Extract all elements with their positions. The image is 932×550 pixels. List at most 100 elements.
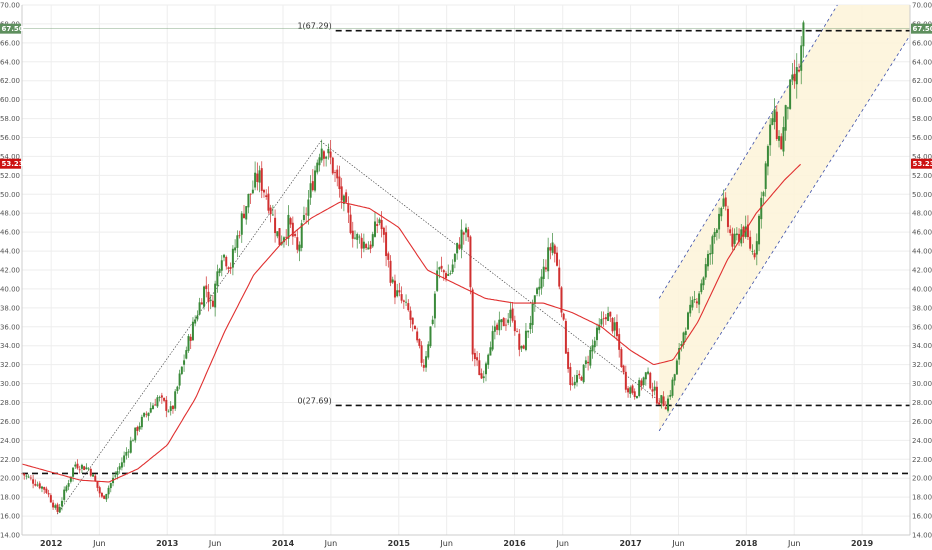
candle-body xyxy=(78,469,81,471)
candle-body xyxy=(578,373,581,376)
candle-body xyxy=(473,352,476,359)
y-tick-label-left: 44.00 xyxy=(0,248,20,256)
x-tick-label: 2013 xyxy=(156,539,178,548)
price-badges: 67.50 67.50 53.23 53.23 xyxy=(0,23,932,169)
candle-body xyxy=(704,264,707,278)
candle-body xyxy=(302,215,305,221)
candle-body xyxy=(724,197,727,207)
price-badge-label: 53.23 xyxy=(913,160,932,168)
candle-body xyxy=(700,283,703,293)
candle-body xyxy=(731,233,734,247)
candle-body xyxy=(451,264,454,273)
candle-body xyxy=(327,148,330,154)
candle-body xyxy=(320,148,323,161)
y-tick-label-right: 56.00 xyxy=(912,134,932,142)
candle-body xyxy=(171,405,174,410)
candle-body xyxy=(609,311,612,317)
candle-body xyxy=(604,317,607,320)
candle-body xyxy=(267,193,270,211)
candle-body xyxy=(755,241,758,255)
candle-body xyxy=(369,244,372,249)
candle-body xyxy=(746,224,749,238)
candle-body xyxy=(418,339,421,346)
candle-body xyxy=(238,235,241,237)
channel-lower-line xyxy=(658,35,911,432)
y-tick-label-right: 32.00 xyxy=(912,361,932,369)
candle-body xyxy=(240,213,243,235)
candle-body xyxy=(40,486,43,489)
candle-body xyxy=(749,236,752,249)
candle-body xyxy=(507,319,510,323)
candle-body xyxy=(769,124,772,146)
candle-body xyxy=(711,236,714,254)
candle-body xyxy=(467,229,470,238)
candle-body xyxy=(516,331,519,333)
candle-body xyxy=(715,229,718,233)
candle-body xyxy=(780,136,783,150)
candle-body xyxy=(536,288,539,294)
candle-body xyxy=(80,464,83,469)
candle-body xyxy=(671,379,674,396)
candle-body xyxy=(449,273,452,274)
candle-body xyxy=(185,350,188,359)
candle-body xyxy=(191,321,194,341)
moving-average xyxy=(21,163,801,483)
y-tick-label-right: 70.00 xyxy=(912,2,932,10)
candle-body xyxy=(156,397,159,407)
y-tick-label-right: 16.00 xyxy=(912,513,932,521)
x-tick-label: 2014 xyxy=(272,539,295,548)
price-badge xyxy=(911,158,932,169)
y-tick-label-left: 48.00 xyxy=(0,210,20,218)
candle-body xyxy=(376,224,379,226)
y-tick-label-left: 42.00 xyxy=(0,267,20,275)
candle-body xyxy=(254,172,257,188)
candle-body xyxy=(798,69,800,72)
candle-body xyxy=(347,203,350,213)
candle-body xyxy=(766,146,769,167)
candle-body xyxy=(360,237,363,249)
candle-body xyxy=(65,486,68,491)
candle-body xyxy=(56,504,59,512)
candle-body xyxy=(638,380,641,396)
candle-body xyxy=(120,462,123,468)
y-tick-label-right: 58.00 xyxy=(912,115,932,123)
x-tick-label: 2015 xyxy=(388,539,411,548)
y-tick-label-left: 28.00 xyxy=(0,399,20,407)
candle-body xyxy=(800,45,803,71)
candle-body xyxy=(509,309,512,319)
candle-body xyxy=(631,385,634,393)
candle-body xyxy=(573,381,576,386)
candle-body xyxy=(524,330,527,350)
candle-body xyxy=(291,222,294,237)
candle-body xyxy=(76,463,79,469)
candle-body xyxy=(391,279,394,283)
candle-body xyxy=(69,476,72,482)
candle-body xyxy=(349,214,352,233)
candle-body xyxy=(107,487,110,495)
y-tick-label-left: 24.00 xyxy=(0,437,20,445)
candle-body xyxy=(673,374,676,381)
candle-body xyxy=(571,383,574,385)
candle-body xyxy=(642,377,645,386)
x-tick-label: Jun xyxy=(671,539,685,548)
candle-body xyxy=(629,387,632,394)
candle-body xyxy=(43,487,46,490)
y-tick-label-right: 62.00 xyxy=(912,77,932,85)
candle-body xyxy=(513,320,516,332)
candle-body xyxy=(560,287,563,313)
candle-body xyxy=(274,217,277,234)
y-tick-label-left: 36.00 xyxy=(0,323,20,331)
candle-body xyxy=(653,386,656,391)
y-tick-label-right: 18.00 xyxy=(912,494,932,502)
candle-body xyxy=(207,291,210,303)
candle-body xyxy=(356,233,359,240)
candle-body xyxy=(607,313,610,321)
candle-body xyxy=(496,324,499,330)
candle-body xyxy=(695,301,698,304)
candle-body xyxy=(243,213,245,218)
candle-body xyxy=(436,270,439,291)
y-tick-label-left: 58.00 xyxy=(0,115,20,123)
candle-body xyxy=(229,267,232,269)
candle-body xyxy=(134,427,137,441)
